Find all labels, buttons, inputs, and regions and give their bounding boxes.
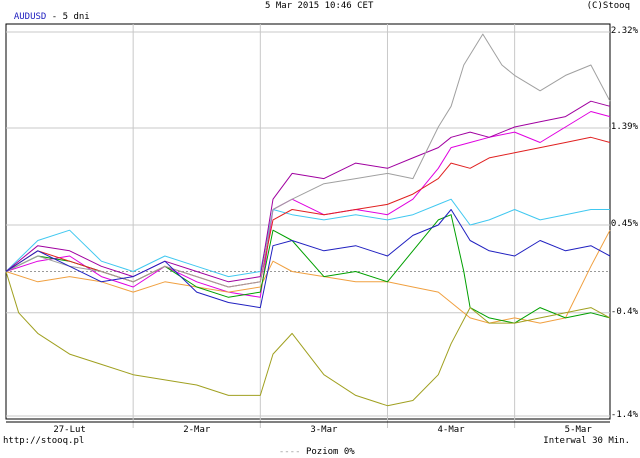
x-tick-label: 27-Lut <box>53 425 86 435</box>
y-tick-label: 1.39% <box>610 122 638 132</box>
y-tick-label: 2.32% <box>610 26 638 36</box>
timestamp: 5 Mar 2015 10:46 CET <box>265 1 374 11</box>
title-pair: AUDUSD <box>13 12 47 22</box>
x-tick-label: 2-Mar <box>183 425 211 435</box>
series-line-audsek <box>5 271 611 407</box>
series-line-audchf <box>5 100 611 283</box>
footer-url[interactable]: http://stooq.pl <box>3 436 85 446</box>
y-tick-label: 0.45% <box>610 219 638 230</box>
interval-label: Interwal 30 Min. <box>543 436 630 446</box>
y-tick-label: -0.4% <box>610 306 638 317</box>
grid <box>6 24 610 428</box>
chart-title: AUDUSD - 5 dni <box>3 1 90 23</box>
plot-area <box>5 23 611 420</box>
series-line-audusd <box>5 209 611 309</box>
series-line-audnzd <box>5 229 611 324</box>
x-tick-label: 4-Mar <box>437 425 465 435</box>
series-line-audjpy <box>5 198 610 278</box>
copyright: (C)Stooq <box>586 1 630 11</box>
x-tick-label: 3-Mar <box>310 425 338 435</box>
series-group <box>5 33 611 407</box>
baseline-legend: ---- Poziom 0% <box>268 436 355 458</box>
series-line-audnok <box>5 33 611 288</box>
y-tick-label: -1.4% <box>610 410 638 420</box>
title-range: - 5 dni <box>46 12 90 22</box>
x-tick-label: 5-Mar <box>564 425 592 435</box>
